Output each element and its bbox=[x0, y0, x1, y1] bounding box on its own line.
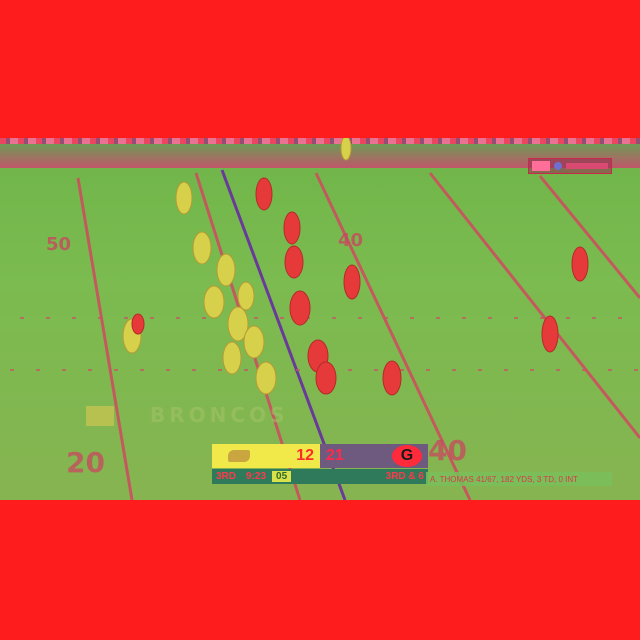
scorebug-status: 3RD 9:23 05 3RD & 6 bbox=[212, 469, 428, 484]
player-defense bbox=[283, 211, 301, 245]
letterbox-bottom bbox=[0, 500, 640, 640]
player-defense bbox=[382, 360, 402, 396]
yard-line bbox=[428, 172, 640, 439]
field-marker bbox=[86, 406, 114, 426]
player-defense bbox=[541, 315, 559, 353]
quarter: 3RD bbox=[216, 471, 237, 482]
player-offense bbox=[237, 281, 255, 311]
network-bar bbox=[566, 163, 608, 169]
yard-line bbox=[538, 175, 640, 299]
yard-line bbox=[76, 177, 134, 500]
game-viewport: 50 40 20 40 BRONCOS bbox=[0, 138, 640, 500]
player-offense bbox=[243, 325, 265, 359]
home-team-logo-icon bbox=[228, 450, 250, 462]
player-offense bbox=[203, 285, 225, 319]
player-offense bbox=[340, 138, 352, 161]
player-offense bbox=[216, 253, 236, 287]
away-score: 21 bbox=[326, 447, 344, 464]
field-logo-text: BRONCOS bbox=[150, 403, 288, 427]
network-logo-icon bbox=[532, 161, 550, 171]
yard-number: 50 bbox=[46, 234, 71, 255]
player-defense bbox=[131, 313, 145, 335]
scorebug-scores: 12 21 G bbox=[212, 444, 428, 468]
letterbox-top bbox=[0, 0, 640, 138]
player-offense bbox=[255, 361, 277, 395]
play-clock: 05 bbox=[272, 471, 292, 482]
record-dot-icon bbox=[554, 162, 562, 170]
yard-number: 20 bbox=[66, 446, 105, 479]
player-defense bbox=[343, 264, 361, 300]
game-clock: 9:23 bbox=[246, 471, 267, 482]
away-team-logo-icon: G bbox=[392, 445, 422, 467]
network-logo-bug bbox=[528, 158, 612, 174]
player-offense bbox=[222, 341, 242, 375]
player-defense bbox=[289, 290, 311, 326]
home-score: 12 bbox=[296, 447, 314, 464]
home-team-panel: 12 bbox=[212, 444, 320, 468]
player-offense bbox=[175, 181, 193, 215]
away-team-panel: 21 G bbox=[320, 444, 428, 468]
scorebug: 12 21 G 3RD 9:23 05 3RD & 6 bbox=[212, 444, 432, 488]
player-defense bbox=[255, 177, 273, 211]
yard-number: 40 bbox=[338, 230, 363, 251]
glitch-scanline bbox=[0, 138, 640, 144]
down-and-distance: 3RD & 6 bbox=[385, 471, 424, 482]
player-defense bbox=[571, 246, 589, 282]
yard-line bbox=[314, 172, 472, 500]
football-field: 50 40 20 40 BRONCOS bbox=[10, 138, 640, 500]
player-defense bbox=[284, 245, 304, 279]
player-defense bbox=[315, 361, 337, 395]
player-offense bbox=[227, 306, 249, 342]
stat-ticker: A. THOMAS 41/67, 182 YDS, 3 TD, 0 INT bbox=[426, 472, 612, 486]
yard-number: 40 bbox=[428, 434, 467, 467]
ticker-text: A. THOMAS 41/67, 182 YDS, 3 TD, 0 INT bbox=[430, 474, 579, 484]
player-offense bbox=[192, 231, 212, 265]
